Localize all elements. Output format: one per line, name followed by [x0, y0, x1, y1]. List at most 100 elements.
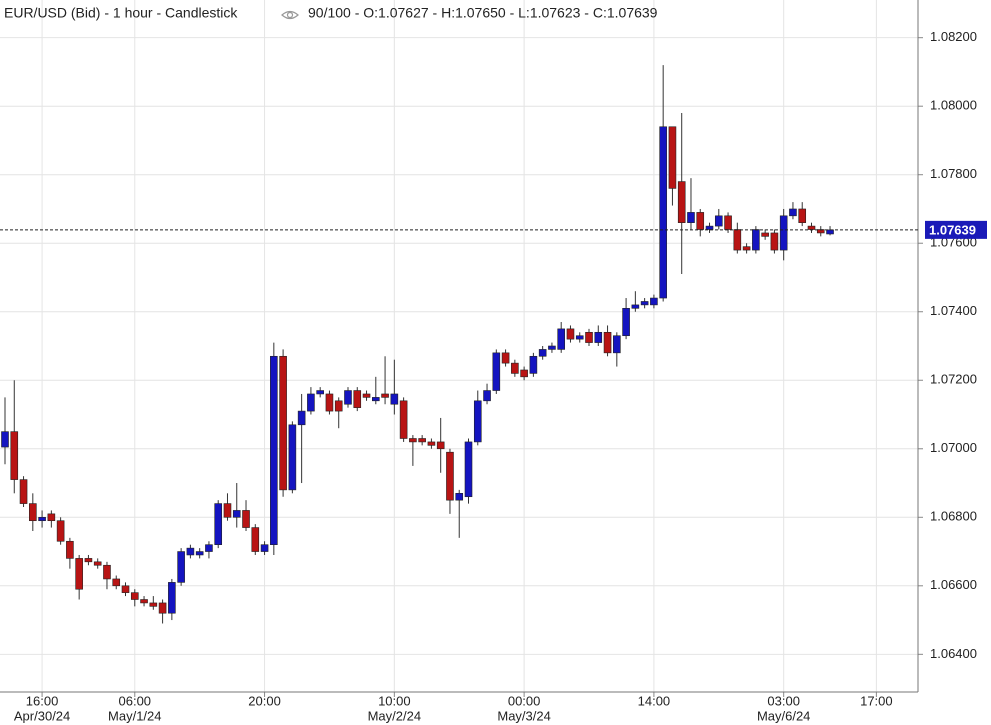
candle-body [140, 599, 148, 604]
candle-body [316, 390, 324, 395]
y-tick-label: 1.07400 [930, 303, 977, 318]
candle-body [483, 390, 491, 402]
candle-body [177, 551, 185, 583]
y-tick-label: 1.07200 [930, 372, 977, 387]
x-tick-label: 20:00 [248, 693, 281, 708]
candle-body [288, 424, 297, 491]
candle-body [789, 208, 797, 217]
candle-body [297, 410, 306, 426]
x-tick-label: 06:00 [119, 693, 152, 708]
candle-body [390, 393, 399, 405]
candle-body [687, 212, 695, 223]
candle-body [761, 232, 769, 237]
y-tick-label: 1.06600 [930, 577, 977, 592]
candle-body [307, 393, 315, 412]
candle-body [56, 520, 65, 542]
candle-body [770, 232, 779, 251]
candle-body [585, 331, 593, 343]
candle-body [659, 126, 667, 299]
candle-body [724, 215, 732, 230]
candle-body [93, 561, 102, 566]
y-tick-label: 1.08200 [930, 29, 977, 44]
candle-body [473, 400, 482, 443]
candle-body [75, 558, 83, 590]
candle-body [130, 592, 139, 600]
y-tick-label: 1.08000 [930, 98, 977, 113]
candle-body [242, 510, 250, 528]
candle-body [409, 438, 417, 443]
x-date-label: May/1/24 [108, 708, 161, 723]
candle-body [603, 331, 612, 354]
x-date-label: Apr/30/24 [14, 708, 70, 723]
x-tick-label: 17:00 [860, 693, 893, 708]
candle-body [548, 345, 556, 350]
candle-body [381, 393, 389, 398]
chart-info: 90/100 - O:1.07627 - H:1.07650 - L:1.076… [308, 5, 658, 21]
candle-body [19, 479, 28, 504]
candle-body [399, 400, 408, 439]
candle-body [733, 229, 742, 251]
candle-body [752, 229, 760, 251]
x-tick-label: 03:00 [767, 693, 800, 708]
x-tick-label: 00:00 [508, 693, 541, 708]
candle-body [613, 335, 621, 354]
candle-body [10, 431, 19, 480]
last-price-box [925, 220, 987, 239]
x-date-label: May/2/24 [368, 708, 421, 723]
candle-body [492, 352, 501, 391]
candle-body [195, 551, 204, 556]
candle-body [353, 390, 362, 408]
candle-body [103, 564, 111, 580]
candle-body [501, 352, 510, 364]
candle-body [214, 503, 223, 545]
candle-body [455, 493, 464, 501]
candle-body [223, 503, 232, 518]
candle-body [260, 544, 269, 552]
candle-body [1, 431, 9, 448]
candle-body [270, 355, 278, 545]
candle-body [677, 181, 686, 223]
candle-body [149, 602, 158, 607]
candle-body [631, 304, 640, 309]
candle-body [807, 225, 816, 230]
candle-body [334, 400, 343, 412]
candle-body [650, 297, 658, 306]
candle-body [575, 335, 584, 340]
x-tick-label: 16:00 [26, 693, 59, 708]
candle-body [705, 225, 714, 230]
candle-body [279, 355, 287, 491]
x-date-label: May/6/24 [757, 708, 810, 723]
candle-body [826, 229, 834, 235]
candle-body [232, 510, 241, 518]
candle-body [168, 582, 176, 614]
candle-body [464, 441, 473, 498]
candle-body [714, 215, 723, 227]
candle-body [38, 516, 46, 522]
candle-body [362, 393, 371, 398]
candle-body [436, 441, 445, 450]
candle-body [622, 308, 630, 337]
chart-title: EUR/USD (Bid) - 1 hour - Candlestick [4, 5, 238, 21]
eye-icon [281, 10, 299, 20]
candle-body [158, 602, 167, 614]
y-tick-label: 1.06800 [930, 509, 977, 524]
candle-body [205, 544, 213, 552]
candle-body [66, 540, 74, 559]
y-tick-label: 1.07800 [930, 166, 977, 181]
candle-body [557, 328, 566, 350]
candle-body [779, 215, 788, 251]
last-price-label: 1.07639 [929, 222, 976, 237]
candle-body [640, 301, 649, 306]
x-date-label: May/3/24 [497, 708, 550, 723]
candle-body [798, 208, 807, 223]
candle-body [186, 547, 195, 556]
candle-body [112, 578, 121, 587]
candle-body [325, 393, 334, 412]
y-tick-label: 1.07000 [930, 440, 977, 455]
candle-body [251, 527, 260, 552]
y-tick-label: 1.06400 [930, 646, 977, 661]
candle-body [668, 126, 677, 189]
x-tick-label: 10:00 [378, 693, 411, 708]
candle-body [511, 362, 519, 374]
